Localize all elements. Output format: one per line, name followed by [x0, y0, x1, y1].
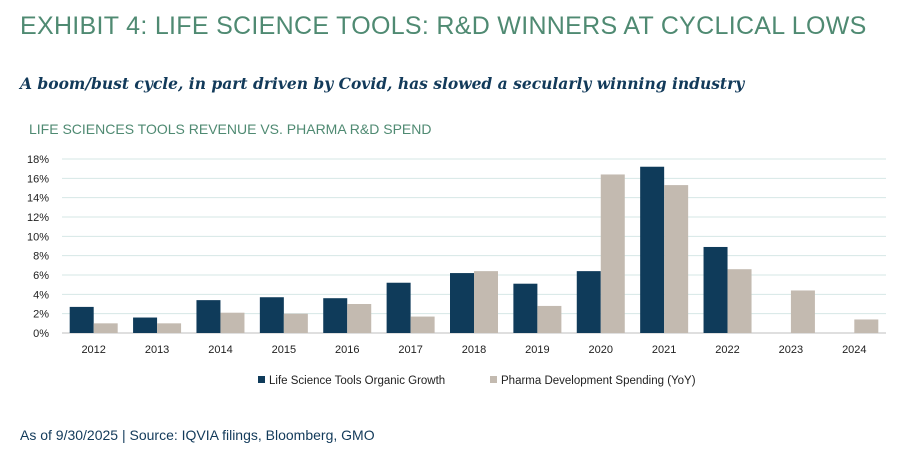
y-tick-label: 14% — [27, 193, 49, 205]
bar-series-1-2019 — [513, 283, 538, 333]
bar-series-2-2020 — [600, 174, 625, 333]
bar-series-1-2016 — [323, 298, 348, 333]
bar-series-2-2013 — [157, 323, 182, 333]
y-tick-label: 10% — [27, 231, 49, 243]
x-tick-label: 2015 — [272, 344, 296, 356]
legend-label-2: Pharma Development Spending (YoY) — [501, 375, 696, 387]
bar-series-2-2016 — [347, 304, 372, 333]
y-tick-label: 18% — [27, 154, 49, 166]
bar-series-1-2021 — [640, 166, 665, 333]
bar-series-1-2015 — [259, 297, 284, 333]
x-tick-label: 2016 — [335, 344, 359, 356]
bar-series-2-2024 — [854, 319, 879, 333]
y-tick-label: 0% — [33, 328, 49, 340]
bar-series-2-2018 — [474, 271, 498, 333]
bar-series-1-2020 — [576, 271, 601, 333]
y-tick-label: 16% — [27, 173, 49, 185]
bar-series-1-2017 — [386, 282, 411, 333]
bar-series-1-2012 — [69, 306, 94, 333]
source-note: As of 9/30/2025 | Source: IQVIA filings,… — [20, 427, 375, 443]
legend-label-1: Life Science Tools Organic Growth — [269, 375, 445, 387]
y-tick-label: 12% — [27, 212, 49, 224]
bar-series-2-2017 — [410, 316, 435, 333]
y-tick-label: 4% — [33, 289, 49, 301]
chart-title: LIFE SCIENCES TOOLS REVENUE VS. PHARMA R… — [29, 121, 432, 137]
bar-series-1-2018 — [450, 273, 474, 333]
chart-subtitle: A boom/bust cycle, in part driven by Cov… — [20, 74, 745, 93]
x-tick-label: 2022 — [715, 344, 739, 356]
x-tick-label: 2019 — [525, 344, 549, 356]
x-tick-label: 2018 — [462, 344, 486, 356]
x-tick-label: 2013 — [145, 344, 169, 356]
x-tick-label: 2017 — [398, 344, 422, 356]
y-tick-label: 8% — [33, 251, 49, 263]
y-tick-label: 6% — [33, 270, 49, 282]
bar-series-2-2023 — [790, 290, 815, 333]
bar-series-1-2022 — [703, 246, 728, 333]
legend-swatch-2 — [490, 376, 497, 383]
bar-series-2-2022 — [727, 269, 752, 333]
y-tick-label: 2% — [33, 309, 49, 321]
bar-series-2-2019 — [537, 305, 562, 333]
bar-series-2-2014 — [220, 312, 245, 333]
x-tick-label: 2023 — [779, 344, 803, 356]
x-tick-label: 2021 — [652, 344, 676, 356]
x-tick-label: 2014 — [208, 344, 232, 356]
x-tick-label: 2020 — [589, 344, 613, 356]
bar-series-2-2015 — [283, 313, 308, 333]
bar-series-1-2014 — [196, 300, 221, 333]
legend-swatch-1 — [258, 376, 265, 383]
bar-series-2-2012 — [93, 323, 118, 333]
bar-series-1-2013 — [133, 317, 158, 333]
exhibit-title: EXHIBIT 4: LIFE SCIENCE TOOLS: R&D WINNE… — [20, 12, 867, 40]
bar-series-2-2021 — [664, 185, 689, 333]
x-tick-label: 2024 — [842, 344, 866, 356]
x-tick-label: 2012 — [81, 344, 105, 356]
